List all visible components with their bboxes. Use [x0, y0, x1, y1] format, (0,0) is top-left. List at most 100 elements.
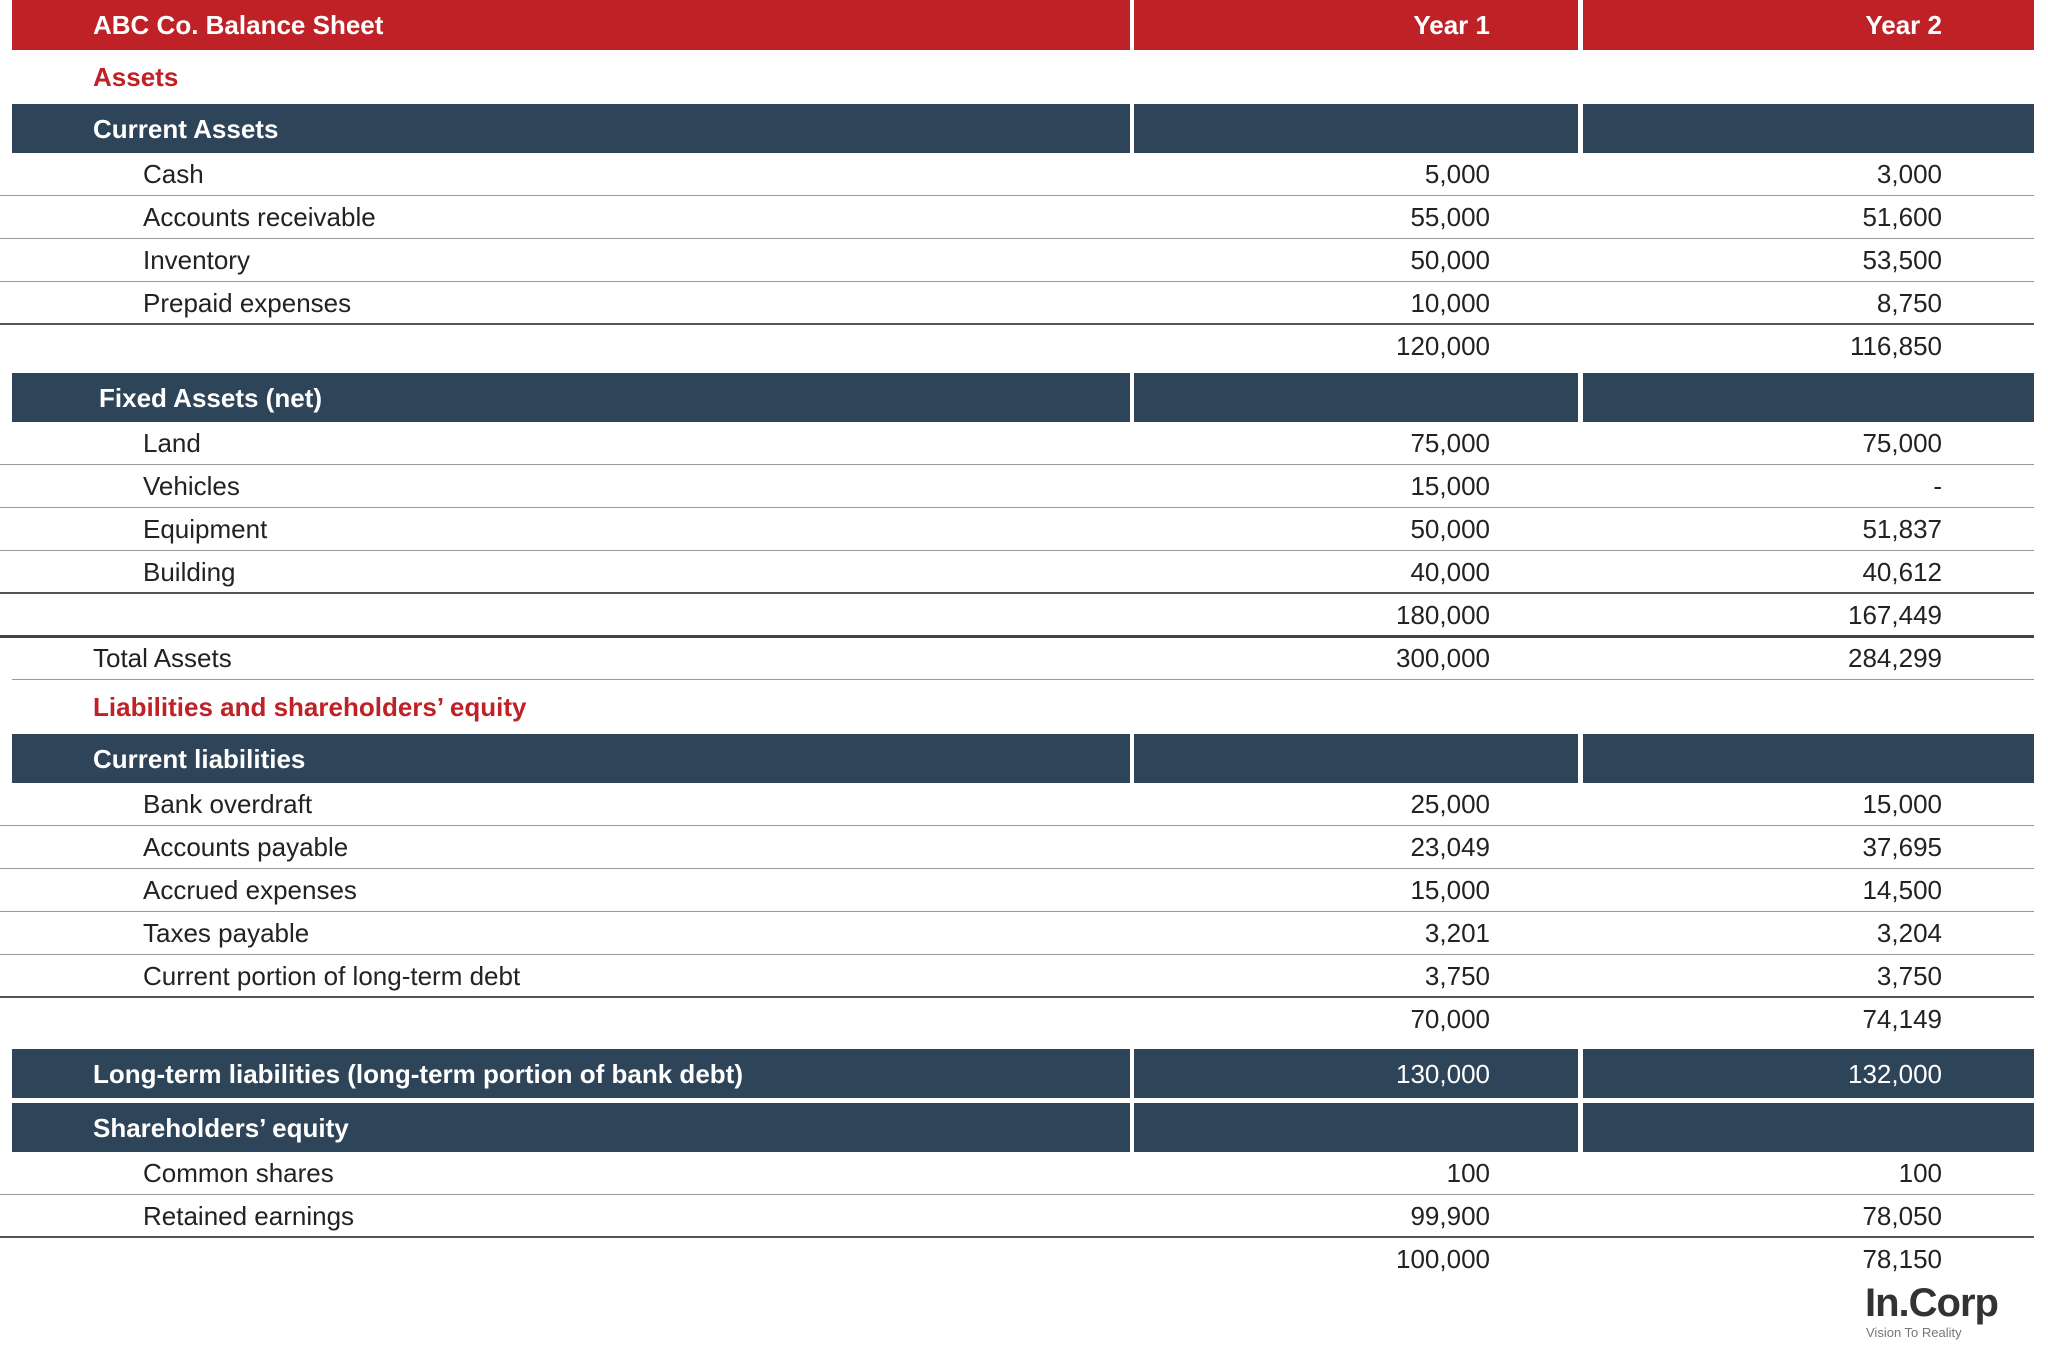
rule: [0, 592, 2034, 594]
rule: [0, 195, 2034, 196]
group-title: Fixed Assets (net): [99, 383, 322, 413]
column-header: Year 1: [1413, 10, 1490, 40]
rule: [0, 996, 2034, 998]
subtotal-value: 180,000: [1396, 600, 1490, 630]
item-value: 51,837: [1862, 514, 1942, 544]
item-value: 3,201: [1424, 918, 1490, 948]
item-label: Equipment: [143, 514, 268, 544]
rule: [0, 464, 2034, 465]
rule: [0, 635, 2034, 638]
item-label: Land: [143, 428, 201, 458]
item-value: 55,000: [1410, 202, 1490, 232]
item-value: 99,900: [1410, 1201, 1490, 1231]
item-value: 3,204: [1876, 918, 1942, 948]
item-value: 50,000: [1410, 514, 1490, 544]
item-value: 25,000: [1410, 789, 1490, 819]
group-value: 132,000: [1848, 1059, 1942, 1089]
logo-name: In.Corp: [1865, 1281, 1999, 1325]
section-title: Liabilities and shareholders’ equity: [93, 692, 527, 722]
rule: [0, 825, 2034, 826]
group-title: Long-term liabilities (long-term portion…: [93, 1059, 743, 1089]
item-value: 5,000: [1424, 159, 1490, 189]
item-label: Accrued expenses: [143, 875, 357, 905]
total-value: 300,000: [1396, 643, 1490, 673]
group-band: [1134, 373, 1578, 422]
sheet-title: ABC Co. Balance Sheet: [93, 10, 384, 40]
rule: [0, 954, 2034, 955]
group-title: Current Assets: [93, 114, 279, 144]
column-header: Year 2: [1865, 10, 1942, 40]
item-label: Common shares: [143, 1158, 334, 1188]
group-band: [12, 734, 1130, 783]
group-value: 130,000: [1396, 1059, 1490, 1089]
group-band: [1134, 1049, 1578, 1098]
group-band: [1134, 104, 1578, 153]
item-value: 75,000: [1862, 428, 1942, 458]
item-value: 75,000: [1410, 428, 1490, 458]
subtotal-value: 74,149: [1862, 1004, 1942, 1034]
item-label: Current portion of long-term debt: [143, 961, 521, 991]
group-band: [12, 373, 1130, 422]
rule: [0, 868, 2034, 869]
item-value: 100: [1446, 1158, 1490, 1188]
subtotal-value: 100,000: [1396, 1244, 1490, 1274]
group-title: Current liabilities: [93, 744, 306, 774]
item-value: 40,000: [1410, 557, 1490, 587]
group-band: [1583, 104, 2034, 153]
group-band: [12, 104, 1130, 153]
header-cell: [1583, 0, 2034, 50]
item-label: Bank overdraft: [143, 789, 313, 819]
rule: [0, 507, 2034, 508]
subtotal-value: 78,150: [1862, 1244, 1942, 1274]
item-label: Accounts receivable: [143, 202, 376, 232]
item-value: 3,750: [1424, 961, 1490, 991]
group-band: [1583, 734, 2034, 783]
rule: [0, 281, 2034, 282]
item-value: 14,500: [1862, 875, 1942, 905]
total-value: 284,299: [1848, 643, 1942, 673]
item-value: 78,050: [1862, 1201, 1942, 1231]
item-label: Cash: [143, 159, 204, 189]
rule: [0, 1236, 2034, 1238]
rule: [0, 911, 2034, 912]
group-band: [1134, 1103, 1578, 1152]
group-title: Shareholders’ equity: [93, 1113, 349, 1143]
subtotal-value: 167,449: [1848, 600, 1942, 630]
subtotal-value: 120,000: [1396, 331, 1490, 361]
item-label: Prepaid expenses: [143, 288, 352, 318]
logo-tagline: Vision To Reality: [1866, 1325, 1962, 1340]
item-value: 3,750: [1876, 961, 1942, 991]
item-value: 15,000: [1410, 875, 1490, 905]
item-value: 50,000: [1410, 245, 1490, 275]
item-label: Inventory: [143, 245, 250, 275]
item-label: Accounts payable: [143, 832, 349, 862]
item-label: Taxes payable: [143, 918, 310, 948]
item-value: 15,000: [1410, 471, 1490, 501]
rule: [0, 550, 2034, 551]
rule: [0, 238, 2034, 239]
item-value: 3,000: [1876, 159, 1942, 189]
item-label: Retained earnings: [143, 1201, 355, 1231]
item-value: 40,612: [1862, 557, 1942, 587]
item-value: 53,500: [1862, 245, 1942, 275]
group-band: [1134, 734, 1578, 783]
rule: [0, 1194, 2034, 1195]
item-value: 23,049: [1410, 832, 1490, 862]
total-label: Total Assets: [93, 643, 232, 673]
item-value: -: [1933, 471, 1942, 501]
group-band: [12, 1103, 1130, 1152]
item-value: 37,695: [1862, 832, 1942, 862]
header-cell: [12, 0, 1130, 50]
item-label: Building: [143, 557, 236, 587]
group-band: [1583, 1049, 2034, 1098]
group-band: [12, 1049, 1130, 1098]
group-band: [1583, 1103, 2034, 1152]
group-band: [1583, 373, 2034, 422]
item-value: 100: [1898, 1158, 1942, 1188]
subtotal-value: 116,850: [1849, 331, 1942, 361]
item-label: Vehicles: [143, 471, 240, 501]
subtotal-value: 70,000: [1410, 1004, 1490, 1034]
section-title: Assets: [93, 62, 179, 92]
